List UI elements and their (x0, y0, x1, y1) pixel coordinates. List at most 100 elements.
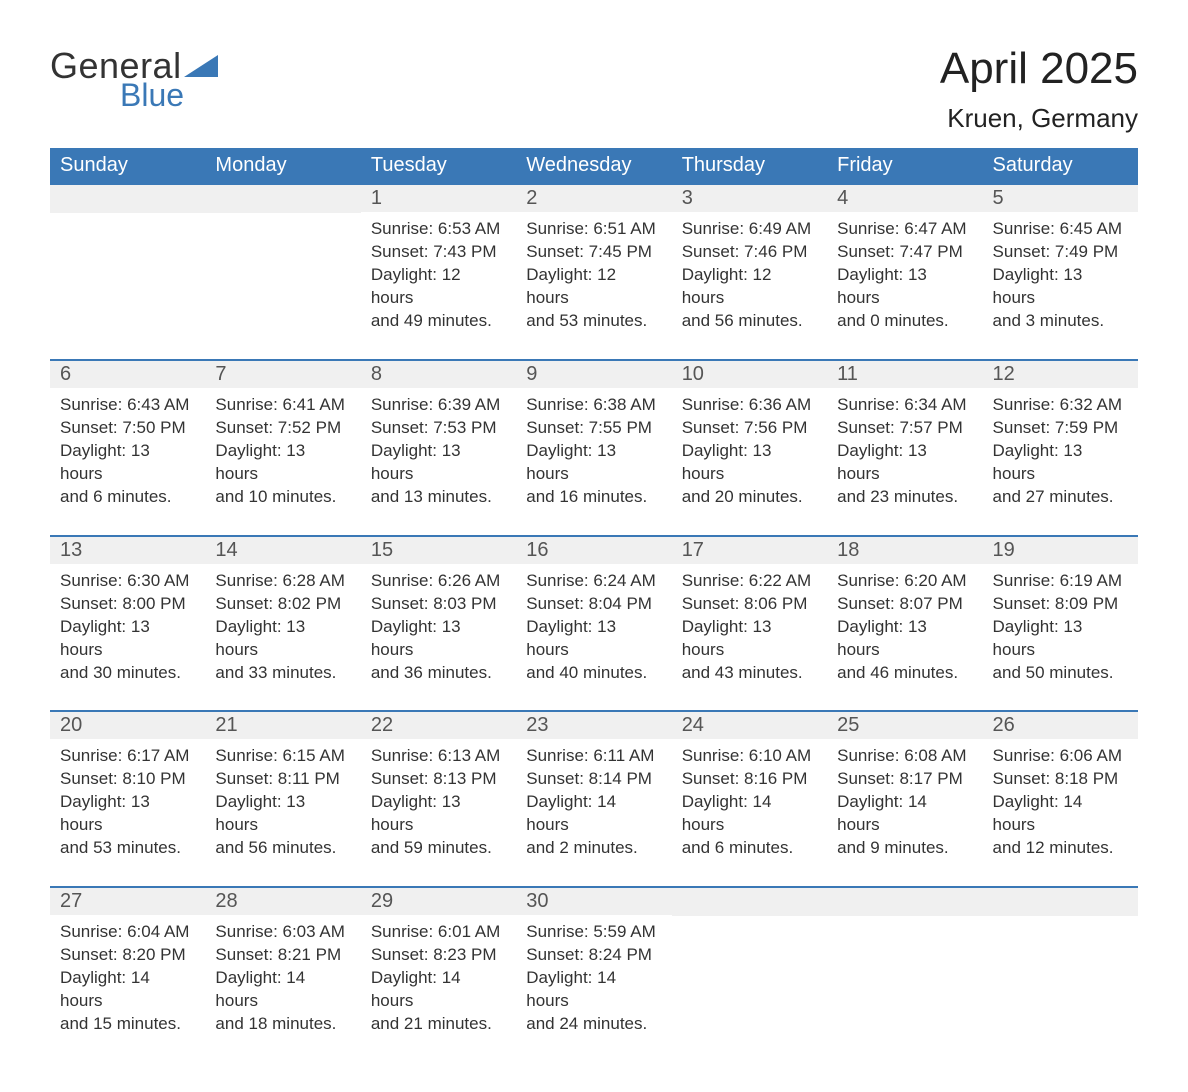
day-daylight_b: and 20 minutes. (682, 486, 817, 509)
day-daylight_b: and 36 minutes. (371, 662, 506, 685)
day-daylight_a: Daylight: 14 hours (215, 967, 350, 1013)
day-daylight_b: and 30 minutes. (60, 662, 195, 685)
day-number: 18 (827, 537, 982, 564)
day-daylight_a: Daylight: 14 hours (526, 791, 661, 837)
day-number: 6 (50, 361, 205, 388)
day-number: 15 (361, 537, 516, 564)
day-number: 23 (516, 712, 671, 739)
calendar-page: General Blue April 2025 Kruen, Germany S… (0, 0, 1188, 1092)
day-daylight_b: and 16 minutes. (526, 486, 661, 509)
day-sunset: Sunset: 8:17 PM (837, 768, 972, 791)
day-sunset: Sunset: 8:07 PM (837, 593, 972, 616)
day-details: Sunrise: 6:32 AMSunset: 7:59 PMDaylight:… (983, 388, 1138, 535)
day-sunrise: Sunrise: 6:49 AM (682, 218, 817, 241)
day-cell: 23Sunrise: 6:11 AMSunset: 8:14 PMDayligh… (516, 711, 671, 887)
day-details: Sunrise: 6:51 AMSunset: 7:45 PMDaylight:… (516, 212, 671, 359)
day-daylight_b: and 21 minutes. (371, 1013, 506, 1036)
day-sunset: Sunset: 8:13 PM (371, 768, 506, 791)
day-daylight_a: Daylight: 13 hours (993, 264, 1128, 310)
day-cell: 1Sunrise: 6:53 AMSunset: 7:43 PMDaylight… (361, 184, 516, 360)
day-sunrise: Sunrise: 6:03 AM (215, 921, 350, 944)
day-sunset: Sunset: 8:16 PM (682, 768, 817, 791)
day-sunrise: Sunrise: 6:26 AM (371, 570, 506, 593)
col-header: Saturday (983, 148, 1138, 184)
day-sunset: Sunset: 8:20 PM (60, 944, 195, 967)
day-daylight_a: Daylight: 13 hours (371, 440, 506, 486)
calendar-header-row: Sunday Monday Tuesday Wednesday Thursday… (50, 148, 1138, 184)
day-details: Sunrise: 6:39 AMSunset: 7:53 PMDaylight:… (361, 388, 516, 535)
day-details: Sunrise: 6:24 AMSunset: 8:04 PMDaylight:… (516, 564, 671, 711)
day-sunrise: Sunrise: 6:36 AM (682, 394, 817, 417)
day-sunrise: Sunrise: 6:43 AM (60, 394, 195, 417)
week-row: 20Sunrise: 6:17 AMSunset: 8:10 PMDayligh… (50, 711, 1138, 887)
day-details: Sunrise: 6:34 AMSunset: 7:57 PMDaylight:… (827, 388, 982, 535)
day-daylight_a: Daylight: 13 hours (60, 791, 195, 837)
day-sunset: Sunset: 8:02 PM (215, 593, 350, 616)
day-number: 1 (361, 185, 516, 212)
day-details: Sunrise: 6:28 AMSunset: 8:02 PMDaylight:… (205, 564, 360, 711)
day-daylight_b: and 53 minutes. (526, 310, 661, 333)
day-sunset: Sunset: 7:49 PM (993, 241, 1128, 264)
day-daylight_a: Daylight: 13 hours (215, 616, 350, 662)
day-number (50, 185, 205, 213)
day-number: 5 (983, 185, 1138, 212)
day-sunset: Sunset: 7:43 PM (371, 241, 506, 264)
day-number: 8 (361, 361, 516, 388)
day-sunset: Sunset: 7:47 PM (837, 241, 972, 264)
day-details: Sunrise: 5:59 AMSunset: 8:24 PMDaylight:… (516, 915, 671, 1062)
col-header: Wednesday (516, 148, 671, 184)
day-daylight_a: Daylight: 14 hours (837, 791, 972, 837)
day-sunrise: Sunrise: 6:53 AM (371, 218, 506, 241)
day-cell: 29Sunrise: 6:01 AMSunset: 8:23 PMDayligh… (361, 887, 516, 1062)
day-number: 19 (983, 537, 1138, 564)
day-sunset: Sunset: 7:59 PM (993, 417, 1128, 440)
day-sunrise: Sunrise: 6:01 AM (371, 921, 506, 944)
day-cell: 19Sunrise: 6:19 AMSunset: 8:09 PMDayligh… (983, 536, 1138, 712)
day-daylight_b: and 56 minutes. (215, 837, 350, 860)
day-daylight_b: and 59 minutes. (371, 837, 506, 860)
day-daylight_b: and 33 minutes. (215, 662, 350, 685)
week-row: 1Sunrise: 6:53 AMSunset: 7:43 PMDaylight… (50, 184, 1138, 360)
day-details: Sunrise: 6:10 AMSunset: 8:16 PMDaylight:… (672, 739, 827, 886)
month-year-title: April 2025 (940, 45, 1138, 93)
day-daylight_a: Daylight: 13 hours (526, 440, 661, 486)
day-details: Sunrise: 6:53 AMSunset: 7:43 PMDaylight:… (361, 212, 516, 359)
day-details: Sunrise: 6:49 AMSunset: 7:46 PMDaylight:… (672, 212, 827, 359)
day-cell: 26Sunrise: 6:06 AMSunset: 8:18 PMDayligh… (983, 711, 1138, 887)
day-number: 28 (205, 888, 360, 915)
day-details: Sunrise: 6:08 AMSunset: 8:17 PMDaylight:… (827, 739, 982, 886)
day-sunset: Sunset: 8:24 PM (526, 944, 661, 967)
day-sunrise: Sunrise: 6:11 AM (526, 745, 661, 768)
header: General Blue April 2025 Kruen, Germany (50, 45, 1138, 134)
day-daylight_a: Daylight: 14 hours (526, 967, 661, 1013)
day-sunset: Sunset: 7:55 PM (526, 417, 661, 440)
day-details (672, 916, 827, 1038)
day-daylight_b: and 15 minutes. (60, 1013, 195, 1036)
day-daylight_b: and 6 minutes. (682, 837, 817, 860)
day-details: Sunrise: 6:20 AMSunset: 8:07 PMDaylight:… (827, 564, 982, 711)
day-number (827, 888, 982, 916)
day-details: Sunrise: 6:19 AMSunset: 8:09 PMDaylight:… (983, 564, 1138, 711)
day-details: Sunrise: 6:11 AMSunset: 8:14 PMDaylight:… (516, 739, 671, 886)
day-sunset: Sunset: 8:14 PM (526, 768, 661, 791)
day-sunset: Sunset: 7:53 PM (371, 417, 506, 440)
day-daylight_b: and 24 minutes. (526, 1013, 661, 1036)
day-daylight_b: and 13 minutes. (371, 486, 506, 509)
day-sunset: Sunset: 7:50 PM (60, 417, 195, 440)
week-row: 27Sunrise: 6:04 AMSunset: 8:20 PMDayligh… (50, 887, 1138, 1062)
day-cell (50, 184, 205, 360)
day-sunrise: Sunrise: 6:30 AM (60, 570, 195, 593)
day-number: 4 (827, 185, 982, 212)
day-number: 10 (672, 361, 827, 388)
day-cell: 24Sunrise: 6:10 AMSunset: 8:16 PMDayligh… (672, 711, 827, 887)
logo-triangle-icon (184, 51, 218, 77)
location-subtitle: Kruen, Germany (940, 103, 1138, 134)
day-details: Sunrise: 6:45 AMSunset: 7:49 PMDaylight:… (983, 212, 1138, 359)
col-header: Tuesday (361, 148, 516, 184)
day-cell: 20Sunrise: 6:17 AMSunset: 8:10 PMDayligh… (50, 711, 205, 887)
day-sunset: Sunset: 8:21 PM (215, 944, 350, 967)
day-cell: 2Sunrise: 6:51 AMSunset: 7:45 PMDaylight… (516, 184, 671, 360)
day-daylight_a: Daylight: 14 hours (682, 791, 817, 837)
day-details: Sunrise: 6:36 AMSunset: 7:56 PMDaylight:… (672, 388, 827, 535)
day-cell: 12Sunrise: 6:32 AMSunset: 7:59 PMDayligh… (983, 360, 1138, 536)
